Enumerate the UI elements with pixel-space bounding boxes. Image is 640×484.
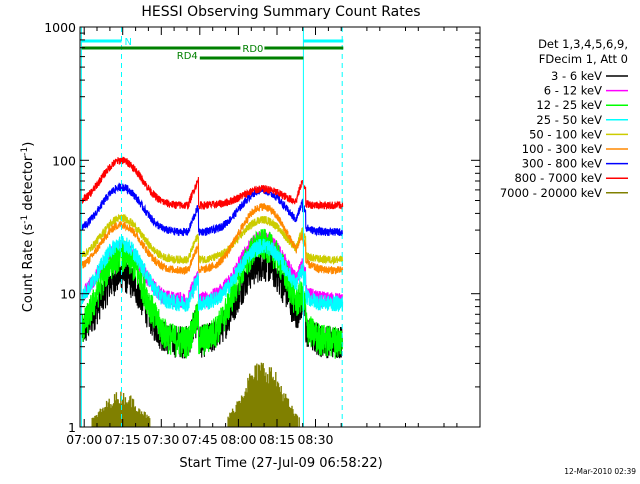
data-series-group xyxy=(81,155,344,427)
x-tick-label-3: 07:45 xyxy=(182,432,218,447)
flag-bars-group: N RD0 RD4 xyxy=(81,37,344,62)
legend-header-line1: Det 1,3,4,5,6,9, xyxy=(538,37,628,51)
flag-bar-label-bg-1 xyxy=(240,42,265,54)
plot-frame xyxy=(79,26,481,428)
legend-header-line2: FDecim 1, Att 0 xyxy=(539,52,628,66)
x-tick-label-0: 07:00 xyxy=(66,432,102,447)
chart-title: HESSI Observing Summary Count Rates xyxy=(141,4,420,20)
legend-label-5: 100 - 300 keV xyxy=(522,142,602,156)
legend: Det 1,3,4,5,6,9, FDecim 1, Att 0 3 - 6 k… xyxy=(500,37,628,200)
legend-label-1: 6 - 12 keV xyxy=(544,84,602,98)
y-tick-label-0: 1 xyxy=(68,420,76,435)
y-tick-label-1: 10 xyxy=(60,287,76,302)
y-axis-label-part3: ) xyxy=(21,142,36,147)
legend-label-0: 3 - 6 keV xyxy=(551,69,602,83)
y-axis-label-part2: detector xyxy=(21,155,36,215)
series-7-line xyxy=(81,155,344,210)
x-tick-label-6: 08:30 xyxy=(297,432,333,447)
legend-label-2: 12 - 25 keV xyxy=(536,98,602,112)
x-axis-ticks: 07:00 07:15 07:30 07:45 08:00 08:15 08:30 xyxy=(66,27,458,447)
y-axis-label-sup2: -1 xyxy=(20,147,30,156)
x-axis-label: Start Time (27-Jul-09 06:58:22) xyxy=(179,456,382,471)
legend-label-8: 7000 - 20000 keV xyxy=(500,186,602,200)
vertical-markers-group xyxy=(80,27,343,427)
flag-bar-label-0: N xyxy=(125,37,132,48)
y-axis-ticks: 1 10 100 1000 xyxy=(44,20,480,435)
y-axis-label: Count Rate (s-1 detector-1) xyxy=(20,142,36,313)
flag-bar-label-1: RD0 xyxy=(242,44,263,55)
y-tick-label-3: 1000 xyxy=(44,20,76,35)
series-6-line xyxy=(81,182,343,237)
legend-label-6: 300 - 800 keV xyxy=(522,157,602,171)
x-tick-label-1: 07:15 xyxy=(105,432,141,447)
footer-timestamp: 12-Mar-2010 02:39 xyxy=(564,467,636,476)
legend-label-7: 800 - 7000 keV xyxy=(514,171,602,185)
legend-label-3: 25 - 50 keV xyxy=(536,113,602,127)
x-tick-label-4: 08:00 xyxy=(220,432,256,447)
series-5-line xyxy=(81,203,344,275)
series-3-line xyxy=(81,235,344,312)
legend-label-4: 50 - 100 keV xyxy=(529,127,602,141)
y-tick-label-2: 100 xyxy=(52,153,76,168)
x-tick-label-5: 08:15 xyxy=(259,432,295,447)
y-axis-label-sup1: -1 xyxy=(20,215,30,224)
x-tick-label-2: 07:30 xyxy=(143,432,179,447)
series-8-bursts xyxy=(91,362,300,427)
y-axis-label-part1: Count Rate (s xyxy=(21,224,36,313)
flag-bar-label-2: RD4 xyxy=(177,51,198,62)
